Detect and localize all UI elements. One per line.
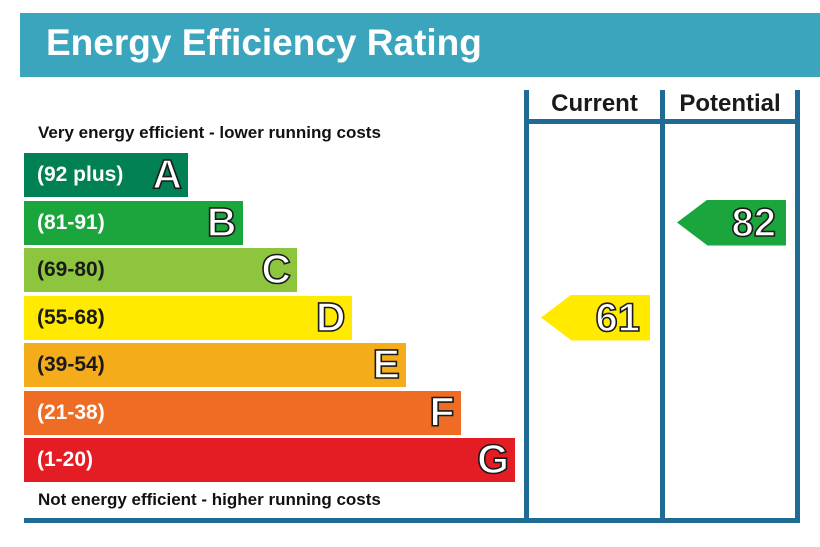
potential-rating-value: 82 <box>731 200 777 246</box>
potential-rating-arrow: 82 <box>677 199 786 246</box>
divider-left <box>524 90 529 522</box>
band-letter: A <box>152 151 183 197</box>
divider-right <box>795 90 800 522</box>
column-header-potential: Potential <box>679 90 781 117</box>
title-bar: Energy Efficiency Rating <box>20 13 820 77</box>
current-rating-value: 61 <box>595 295 641 341</box>
current-rating-arrow: 61 <box>541 294 650 341</box>
band-letter: D <box>315 293 346 340</box>
band-letter: B <box>206 198 237 245</box>
top-note: Very energy efficient - lower running co… <box>38 123 381 142</box>
band-range-label: (39-54) <box>37 353 105 376</box>
band-f: (21-38) F <box>24 388 461 435</box>
band-range-label: (21-38) <box>37 400 105 424</box>
band-e: (39-54) E <box>24 341 406 387</box>
band-letter: F <box>429 388 456 435</box>
band-a: (92 plus) A <box>24 151 188 197</box>
band-range-label: (1-20) <box>37 448 94 471</box>
band-g: (1-20) G <box>24 436 515 482</box>
chart-title: Energy Efficiency Rating <box>46 22 482 63</box>
header-underline <box>527 119 798 124</box>
band-range-label: (81-91) <box>37 210 105 234</box>
band-d: (55-68) D <box>24 293 352 340</box>
divider-middle <box>660 90 665 522</box>
band-range-label: (92 plus) <box>37 163 124 186</box>
band-letter: G <box>476 436 510 482</box>
bottom-border <box>24 518 800 523</box>
band-range-label: (69-80) <box>37 258 105 281</box>
band-letter: E <box>372 341 401 387</box>
band-c: (69-80) C <box>24 246 297 292</box>
column-header-current: Current <box>551 90 638 117</box>
band-b: (81-91) B <box>24 198 243 245</box>
band-letter: C <box>261 246 292 292</box>
bottom-note: Not energy efficient - higher running co… <box>38 490 381 509</box>
band-range-label: (55-68) <box>37 305 105 329</box>
